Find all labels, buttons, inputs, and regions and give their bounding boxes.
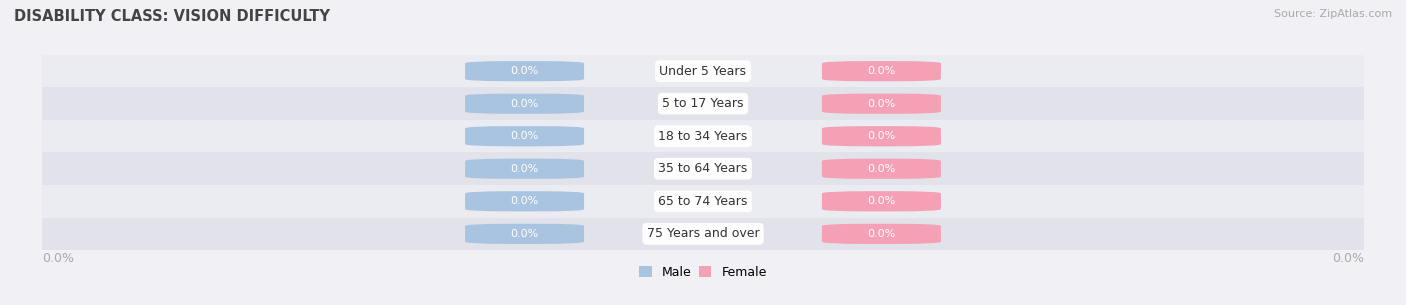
FancyBboxPatch shape xyxy=(823,191,941,211)
FancyBboxPatch shape xyxy=(465,224,583,244)
Text: 0.0%: 0.0% xyxy=(868,131,896,141)
Text: 0.0%: 0.0% xyxy=(510,66,538,76)
Text: 0.0%: 0.0% xyxy=(868,196,896,206)
FancyBboxPatch shape xyxy=(465,126,583,146)
Text: 65 to 74 Years: 65 to 74 Years xyxy=(658,195,748,208)
FancyBboxPatch shape xyxy=(823,159,941,179)
Text: Under 5 Years: Under 5 Years xyxy=(659,65,747,78)
Text: 75 Years and over: 75 Years and over xyxy=(647,227,759,240)
Bar xyxy=(42,217,1364,250)
FancyBboxPatch shape xyxy=(823,126,941,146)
FancyBboxPatch shape xyxy=(465,94,583,114)
Text: 5 to 17 Years: 5 to 17 Years xyxy=(662,97,744,110)
FancyBboxPatch shape xyxy=(823,61,941,81)
FancyBboxPatch shape xyxy=(823,224,941,244)
FancyBboxPatch shape xyxy=(465,191,583,211)
Text: 0.0%: 0.0% xyxy=(510,131,538,141)
Bar xyxy=(42,185,1364,217)
Text: 0.0%: 0.0% xyxy=(510,164,538,174)
Text: 0.0%: 0.0% xyxy=(868,66,896,76)
Text: 0.0%: 0.0% xyxy=(42,252,75,265)
Text: 0.0%: 0.0% xyxy=(868,229,896,239)
Bar xyxy=(42,55,1364,88)
Legend: Male, Female: Male, Female xyxy=(640,266,766,279)
Text: DISABILITY CLASS: VISION DIFFICULTY: DISABILITY CLASS: VISION DIFFICULTY xyxy=(14,9,330,24)
Text: 18 to 34 Years: 18 to 34 Years xyxy=(658,130,748,143)
Bar xyxy=(42,120,1364,152)
Text: 35 to 64 Years: 35 to 64 Years xyxy=(658,162,748,175)
FancyBboxPatch shape xyxy=(823,94,941,114)
Text: 0.0%: 0.0% xyxy=(510,229,538,239)
Text: 0.0%: 0.0% xyxy=(868,164,896,174)
Bar xyxy=(42,152,1364,185)
Bar xyxy=(42,88,1364,120)
Text: Source: ZipAtlas.com: Source: ZipAtlas.com xyxy=(1274,9,1392,19)
FancyBboxPatch shape xyxy=(465,61,583,81)
FancyBboxPatch shape xyxy=(465,159,583,179)
Text: 0.0%: 0.0% xyxy=(510,196,538,206)
Text: 0.0%: 0.0% xyxy=(1331,252,1364,265)
Text: 0.0%: 0.0% xyxy=(868,99,896,109)
Text: 0.0%: 0.0% xyxy=(510,99,538,109)
